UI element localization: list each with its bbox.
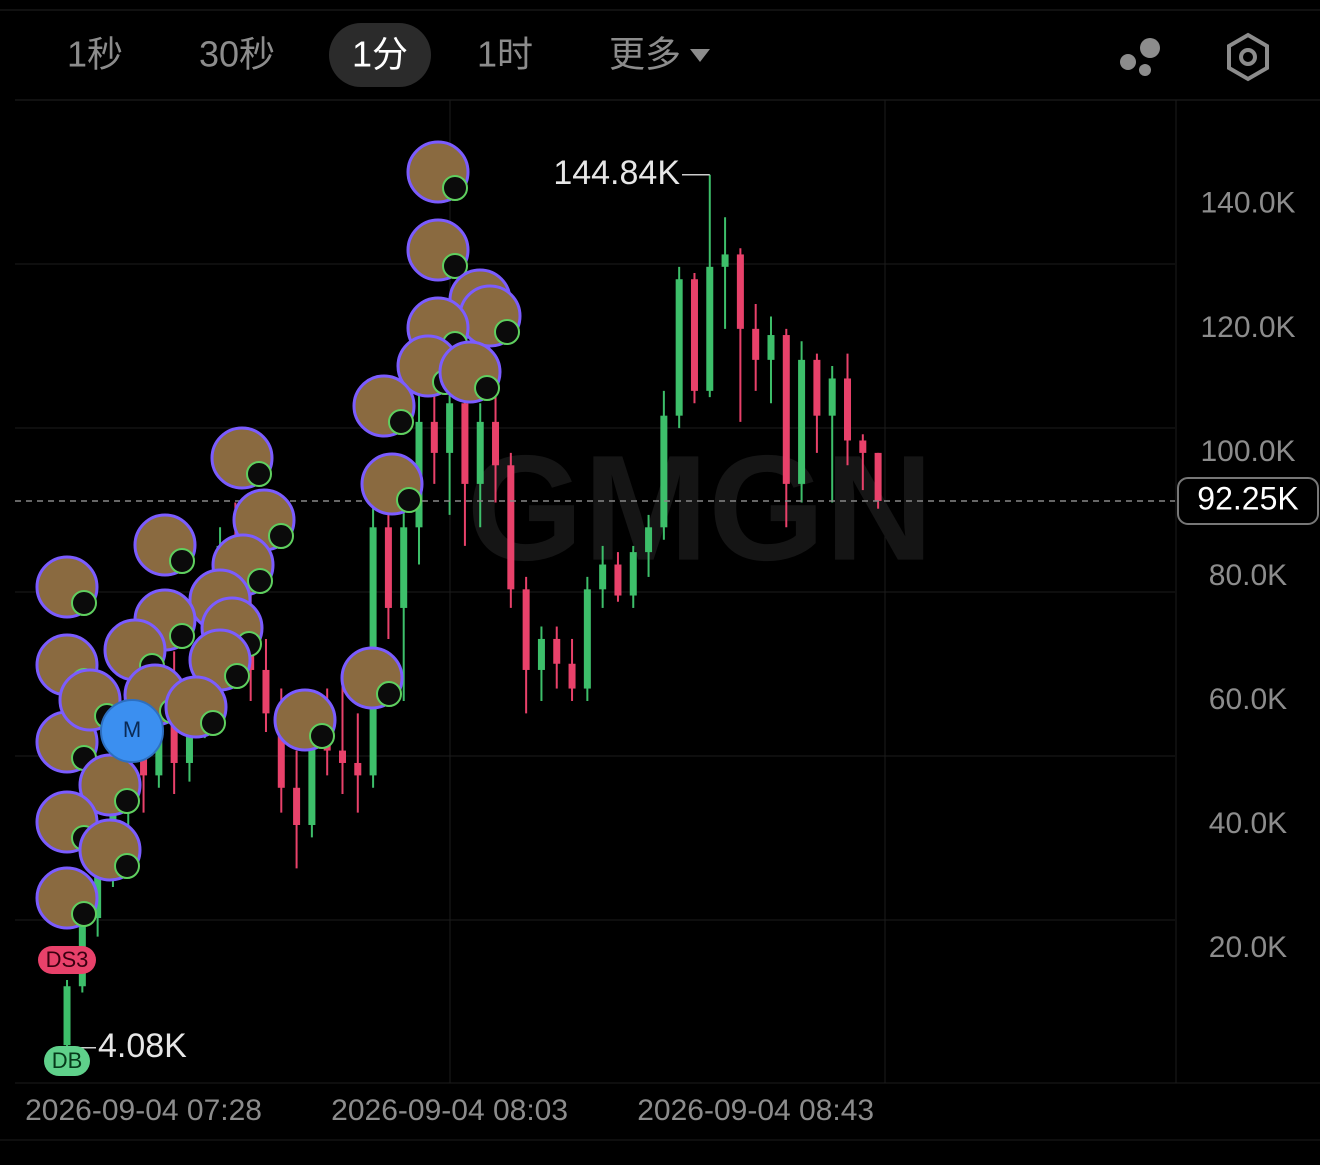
candle-body <box>844 378 852 441</box>
x-tick-label: 2026-09-04 07:28 <box>25 1094 262 1127</box>
candle-body <box>308 731 316 826</box>
avatar-badge <box>388 409 414 435</box>
avatar-badge <box>247 568 273 594</box>
candle-body <box>461 403 469 484</box>
tab-active[interactable]: 1分 <box>352 34 408 75</box>
tab[interactable]: 30秒 <box>199 34 275 75</box>
dropdown-arrow[interactable] <box>690 49 710 62</box>
candle-body <box>446 403 454 453</box>
candle-body <box>874 452 882 501</box>
candle-body <box>400 527 408 608</box>
avatar-badge <box>71 590 97 616</box>
candle-body <box>660 415 668 528</box>
avatar-badge <box>494 319 520 345</box>
marker-ds3 <box>38 946 96 974</box>
avatar-badge <box>169 623 195 649</box>
candle-body <box>430 421 438 453</box>
marker-m-label: M <box>123 717 141 742</box>
y-tick-label: 40.0K <box>1209 807 1287 840</box>
avatar-badge <box>224 663 250 689</box>
avatar-badge <box>309 723 335 749</box>
candle-body <box>859 440 867 453</box>
candle-body <box>354 762 362 776</box>
current-price-tag <box>1177 476 1319 525</box>
y-tick-label: 100.0K <box>1200 435 1295 468</box>
candle-body <box>706 266 714 391</box>
x-tick-label: 2026-09-04 08:03 <box>331 1094 568 1127</box>
candle-body <box>752 328 760 360</box>
indicator-icon[interactable] <box>1120 38 1160 76</box>
marker-ds3-label: DS3 <box>46 947 89 972</box>
candle-body <box>476 421 484 484</box>
candle-body <box>537 638 545 670</box>
candle-body <box>736 254 744 329</box>
candle-body <box>185 713 193 763</box>
candle-body <box>614 564 622 596</box>
avatar-badge <box>114 788 140 814</box>
candle-body <box>492 421 500 466</box>
candle-body <box>798 359 806 484</box>
y-tick-label: 140.0K <box>1200 187 1295 220</box>
candle-body <box>293 787 301 826</box>
plot: 140.0K 120.0K 100.0K 80.0K 60.0K 40.0K 20.0K 20… <box>15 140 1319 1127</box>
candle-body <box>583 589 591 689</box>
candle-body <box>782 335 790 484</box>
tab[interactable]: 更多 <box>609 34 681 75</box>
candle-body <box>553 638 561 664</box>
marker-db <box>44 1046 90 1076</box>
y-tick-label: 60.0K <box>1209 683 1287 716</box>
candle-body <box>599 564 607 590</box>
marker-m <box>100 699 164 763</box>
watermark: GMGN <box>467 424 934 592</box>
candle-body <box>767 335 775 360</box>
candle-body <box>63 986 71 1046</box>
x-tick-label: 2026-09-04 08:43 <box>637 1094 874 1127</box>
candle-body <box>507 465 515 590</box>
y-tick-label: 80.0K <box>1209 559 1287 592</box>
current-price-label: 92.25K <box>1197 480 1298 516</box>
candle-body <box>721 254 729 267</box>
candle-body <box>262 669 270 714</box>
avatar-badge <box>268 523 294 549</box>
y-tick-label: 120.0K <box>1200 311 1295 344</box>
candle-body <box>690 279 698 391</box>
marker-db-label: DB <box>52 1048 83 1073</box>
candle-body <box>277 713 285 788</box>
candle-body <box>629 552 637 596</box>
avatar-badge <box>71 901 97 927</box>
active-tab-bg <box>329 23 431 87</box>
candle-body <box>813 359 821 416</box>
avatar-badge <box>246 461 272 487</box>
candle-body <box>384 527 392 608</box>
candle-body <box>522 589 530 670</box>
tab[interactable]: 1时 <box>477 34 533 75</box>
avatar-badge <box>474 375 500 401</box>
candle-body <box>568 663 576 689</box>
avatar-badge <box>114 853 140 879</box>
avatar-badge <box>442 253 468 279</box>
avatar-badge <box>200 710 226 736</box>
high-label: 144.84K <box>553 154 680 192</box>
tab[interactable]: 1秒 <box>67 34 123 75</box>
avatar-badge <box>169 548 195 574</box>
settings-icon[interactable] <box>1227 32 1269 82</box>
low-label: 4.08K <box>98 1027 187 1065</box>
y-tick-label: 20.0K <box>1209 931 1287 964</box>
candle-body <box>675 279 683 416</box>
candle-body <box>828 378 836 416</box>
tabs: 1秒 30秒 1分 1时 更多 <box>67 34 681 75</box>
avatar-badge <box>396 487 422 513</box>
candle-body <box>170 700 178 763</box>
candle-body <box>645 527 653 553</box>
candle-body <box>338 750 346 763</box>
avatar-badge <box>442 175 468 201</box>
avatar-badge <box>376 681 402 707</box>
